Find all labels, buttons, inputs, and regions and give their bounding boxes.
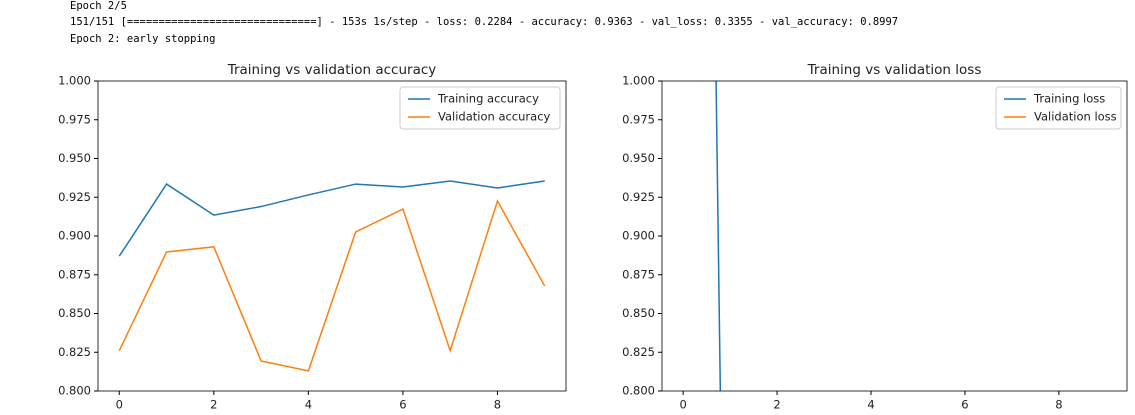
x-tick-label: 0 [679,398,686,412]
x-tick-label: 4 [305,398,312,412]
y-tick-label: 0.950 [58,151,91,165]
axes-frame [97,80,567,392]
x-tick-label: 6 [399,398,406,412]
log-line: Epoch 2: early stopping [70,33,216,45]
y-tick-label: 0.900 [58,229,91,243]
y-tick-label: 0.925 [58,190,91,204]
x-tick-label: 8 [494,398,501,412]
y-tick-label: 0.800 [622,384,655,398]
axes-frame [661,80,1128,392]
series-line [118,199,546,372]
y-tick-label: 0.900 [622,229,655,243]
x-tick-label: 2 [773,398,780,412]
chart-title: Training vs validation loss [807,62,982,78]
y-tick-label: 0.975 [622,112,655,126]
series-line [118,180,545,257]
legend-label: Validation accuracy [438,110,551,124]
y-tick-label: 0.925 [622,190,655,204]
y-tick-label: 0.950 [622,151,655,165]
y-tick-label: 1.000 [622,74,655,88]
x-tick-label: 6 [961,398,968,412]
y-tick-label: 1.000 [58,74,91,88]
legend-label: Training accuracy [437,92,539,106]
legend-label: Training loss [1033,92,1105,106]
log-line: Epoch 2/5 [70,0,127,12]
log-line: 151/151 [==============================]… [70,16,899,28]
y-tick-label: 0.975 [58,112,91,126]
chart-title: Training vs validation accuracy [227,62,437,78]
legend-box [399,86,561,130]
x-tick-label: 0 [116,398,123,412]
x-tick-label: 2 [210,398,217,412]
y-tick-label: 0.800 [58,384,91,398]
x-tick-label: 4 [867,398,874,412]
y-tick-label: 0.825 [58,345,91,359]
y-tick-label: 0.825 [622,345,655,359]
legend-label: Validation loss [1034,110,1117,124]
y-tick-label: 0.875 [622,267,655,281]
y-tick-label: 0.875 [58,267,91,281]
y-tick-label: 0.850 [622,306,655,320]
x-tick-label: 8 [1055,398,1062,412]
y-tick-label: 0.850 [58,306,91,320]
legend-box [995,86,1122,130]
